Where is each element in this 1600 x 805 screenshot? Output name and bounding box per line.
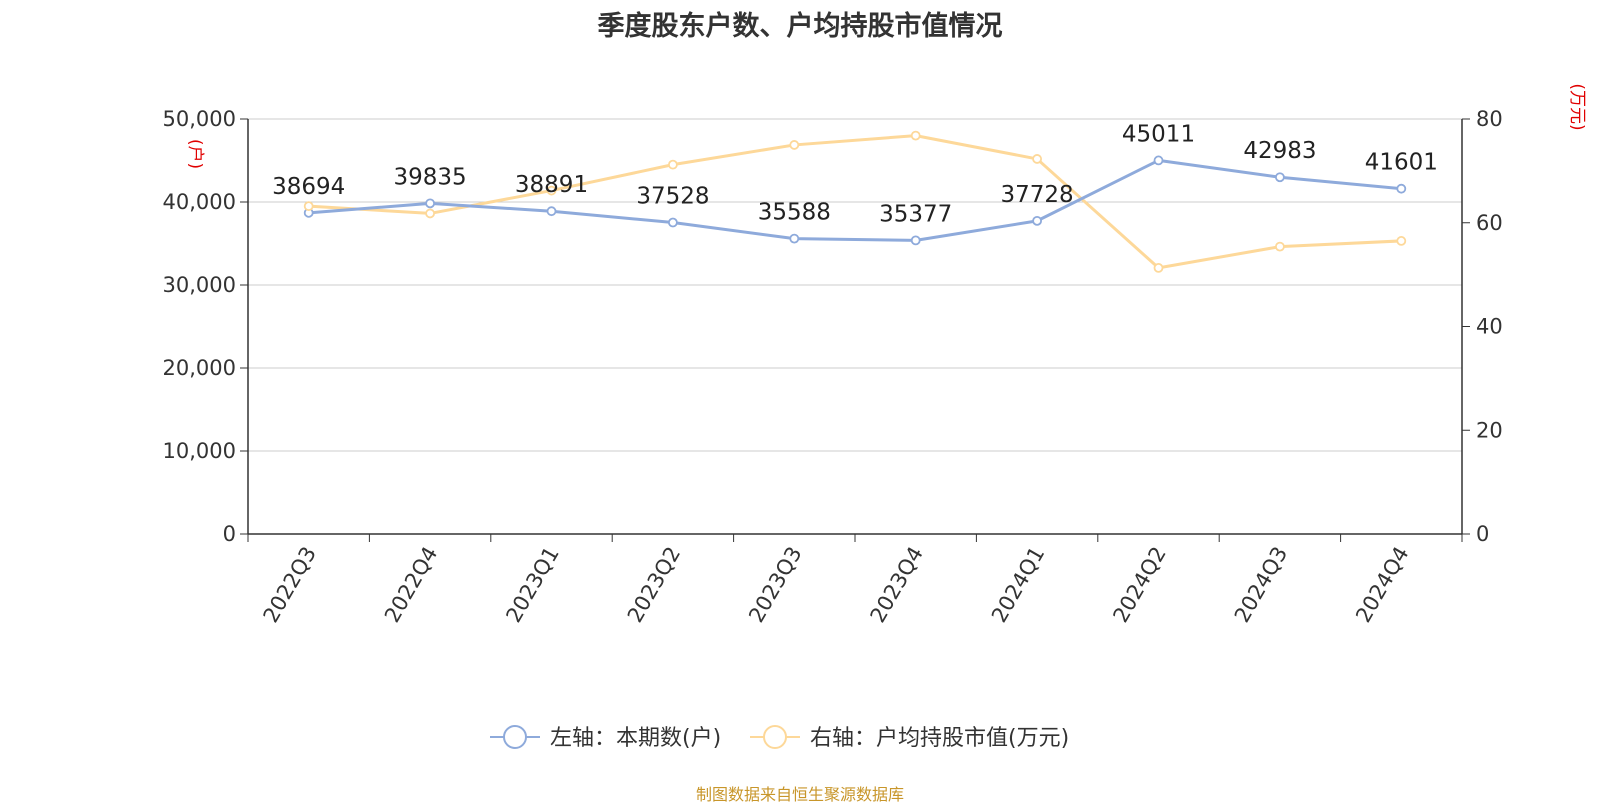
y-left-tick-label: 30,000 <box>163 273 236 297</box>
series-line-left <box>308 158 1402 242</box>
data-point-right <box>546 185 557 196</box>
x-tick-label: 2024Q2 <box>1108 543 1170 627</box>
y-right-tick-label: 0 <box>1476 522 1489 546</box>
data-label: 39835 <box>394 164 467 190</box>
series-lines <box>308 134 1402 270</box>
source-note: 制图数据来自恒生聚源数据库 <box>695 785 904 804</box>
legend-swatch-marker <box>763 725 787 749</box>
data-point-left <box>668 217 678 228</box>
y-left-unit-label: (户) <box>185 139 205 169</box>
data-point-left <box>910 235 921 246</box>
data-label: 38891 <box>515 172 588 198</box>
y-left-tick-label: 50,000 <box>163 107 236 131</box>
series-points <box>303 130 1407 273</box>
chart-title: 季度股东户数、户均持股市值情况 <box>597 11 1003 42</box>
y-right-tick-label: 40 <box>1476 315 1503 339</box>
data-label: 45011 <box>1122 121 1195 147</box>
data-label: 41601 <box>1365 150 1438 176</box>
x-tick-label: 2023Q2 <box>623 543 685 627</box>
x-tick-label: 2024Q3 <box>1230 543 1292 627</box>
data-point-right <box>425 208 436 219</box>
series-line-right <box>308 134 1402 270</box>
legend-label: 左轴：本期数(户) <box>550 726 721 751</box>
y-right-unit-label: (万元) <box>1567 83 1587 130</box>
x-tick-label: 2023Q1 <box>501 543 563 627</box>
x-tick-label: 2023Q3 <box>744 543 806 627</box>
legend: 左轴：本期数(户) 右轴：户均持股市值(万元) <box>490 725 1069 751</box>
data-point-left <box>1396 183 1407 194</box>
data-point-left <box>1032 215 1042 226</box>
data-point-left <box>1275 172 1285 183</box>
data-label: 37528 <box>636 184 709 210</box>
data-point-right <box>1275 241 1285 252</box>
data-point-right <box>303 201 314 212</box>
x-tick-label: 2022Q3 <box>259 543 321 627</box>
legend-item: 右轴：户均持股市值(万元) <box>750 725 1069 751</box>
y-right-tick-label: 60 <box>1476 211 1503 235</box>
data-point-right <box>789 140 800 150</box>
x-tick-label: 2024Q1 <box>987 543 1049 627</box>
data-point-left <box>789 233 800 244</box>
y-right-tick-label: 80 <box>1476 107 1503 131</box>
data-label: 35588 <box>758 200 831 226</box>
data-point-left <box>546 206 557 217</box>
y-left-tick-label: 40,000 <box>163 190 236 214</box>
y-left-tick-label: 20,000 <box>163 356 236 380</box>
data-point-right <box>668 159 678 170</box>
y-left-tick-label: 10,000 <box>163 439 236 463</box>
data-label: 42983 <box>1243 138 1316 164</box>
data-labels: 38694 39835 38891 37528 35588 35377 37728 45011… <box>272 121 1438 227</box>
y-right-tick-label: 20 <box>1476 418 1503 442</box>
legend-label: 右轴：户均持股市值(万元) <box>810 726 1069 751</box>
grid-lines <box>248 118 1462 452</box>
data-point-left <box>1153 155 1164 166</box>
data-label: 35377 <box>879 201 952 227</box>
x-tick-label: 2024Q4 <box>1351 543 1413 627</box>
data-point-right <box>910 130 921 141</box>
y-left-tick-label: 0 <box>223 522 236 546</box>
data-point-right <box>1032 154 1042 164</box>
data-label: 38694 <box>272 174 345 200</box>
data-label: 37728 <box>1001 182 1074 208</box>
data-point-left <box>425 198 436 209</box>
legend-swatch-marker <box>503 725 527 749</box>
data-point-right <box>1153 262 1164 273</box>
x-tick-label: 2022Q4 <box>380 543 442 627</box>
legend-item: 左轴：本期数(户) <box>490 725 721 751</box>
data-point-right <box>1396 236 1407 246</box>
x-tick-label: 2023Q4 <box>866 543 928 627</box>
